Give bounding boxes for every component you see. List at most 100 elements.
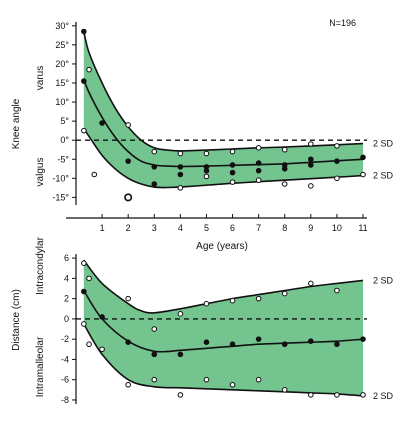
knee-angle-2sd-band (83, 31, 364, 188)
distance-open-point (255, 295, 262, 302)
distance-open-point (281, 290, 288, 297)
knee-angle-filled-point (281, 165, 288, 172)
distance-filled-point (99, 314, 105, 320)
age-axis-label: Age (years) (196, 241, 248, 252)
knee-angle-filled-point (360, 154, 366, 161)
knee-angle-filled-point (308, 156, 314, 163)
distance-open-point (125, 295, 131, 302)
age-tick-label: 5 (204, 223, 209, 233)
knee-angle-y-tick-label: 15° (55, 78, 69, 88)
distance-open-point (81, 260, 87, 266)
knee-angle-filled-point (151, 164, 158, 170)
distance-open-point (308, 280, 314, 287)
distance-open-point (86, 275, 92, 282)
age-tick-label: 8 (282, 223, 287, 233)
distance-filled-point (81, 288, 87, 295)
knee-angle-y-tick-label: -10° (52, 173, 69, 183)
distance-open-point (255, 376, 262, 383)
distance-open-point (99, 346, 105, 353)
distance-y-tick-label: 2 (64, 294, 69, 304)
distance-open-point (177, 311, 184, 317)
distance-open-point (360, 392, 366, 398)
valgus-label: valgus (35, 158, 46, 187)
knee-angle-open-point (124, 193, 133, 202)
distance-open-point (86, 341, 92, 348)
knee-angle-filled-point (229, 162, 236, 168)
knee-angle-open-point (334, 175, 340, 182)
age-axis: 1 2 3 4 5 6 7 8 9 10 11 (66, 214, 368, 233)
distance-y-tick-label: -8 (61, 395, 69, 405)
knee-angle-mean-line (83, 78, 364, 168)
knee-angle-y-tick-label: -5° (57, 154, 69, 164)
knee-angle-filled-point (151, 181, 158, 187)
distance-open-point (334, 392, 340, 398)
knee-angle-filled-point (229, 169, 236, 176)
knee-angle-open-point (229, 148, 236, 155)
knee-angle-open-point (91, 171, 98, 178)
age-tick-label: 11 (358, 223, 367, 233)
age-tick-label: 3 (152, 223, 157, 233)
distance-y-tick-label: -6 (61, 375, 69, 385)
knee-angle-filled-point (308, 162, 314, 168)
knee-angle-open-point (255, 145, 262, 151)
intercondylar-distance-panel: 6 4 2 0 -2 -4 -6 -8 2 SD 2 SD (61, 253, 394, 405)
distance-filled-point (229, 341, 236, 348)
distance-open-point (151, 376, 158, 383)
distance-open-point (203, 300, 210, 307)
knee-angle-open-point (177, 185, 184, 191)
distance-ylabel: Distance (cm) (11, 289, 22, 351)
knee-angle-open-point (308, 141, 314, 147)
knee-angle-open-point (81, 127, 87, 134)
distance-open-point (308, 392, 314, 398)
knee-angle-open-point (334, 143, 340, 149)
intracondylar-label: Intracondylar (35, 236, 46, 294)
knee-angle-y-tick-label: 20° (55, 59, 69, 69)
distance-lower-2sd-label: 2 SD (373, 391, 394, 401)
knee-angle-open-point (255, 177, 262, 184)
knee-angle-open-point (151, 148, 158, 155)
knee-angle-lower-2sd-label: 2 SD (373, 171, 394, 181)
distance-open-point (125, 381, 131, 388)
distance-filled-point (334, 341, 340, 348)
distance-y-tick-label: 0 (64, 314, 69, 324)
knee-angle-filled-point (81, 78, 87, 84)
knee-angle-open-point (177, 150, 184, 157)
knee-angle-open-point (125, 122, 131, 128)
knee-angle-filled-point (177, 164, 184, 170)
age-tick-label: 4 (178, 223, 183, 233)
knee-angle-ylabel: Knee angle (11, 98, 22, 149)
knee-angle-y-tick-label: 5° (60, 116, 69, 126)
knee-angle-upper-2sd-label: 2 SD (373, 139, 394, 149)
distance-filled-point (360, 336, 366, 342)
distance-2sd-band (83, 260, 364, 396)
age-tick-label: 10 (332, 223, 342, 233)
distance-upper-2sd-label: 2 SD (373, 275, 394, 285)
knee-angle-lower-2sd-line (83, 128, 364, 189)
knee-angle-open-point (281, 146, 288, 153)
knee-angle-open-point (86, 66, 92, 73)
distance-lower-2sd-line (83, 323, 364, 397)
distance-filled-point (203, 339, 210, 345)
knee-angle-open-point (229, 179, 236, 185)
varus-label: varus (35, 66, 46, 90)
knee-angle-y-tick-label: 0° (60, 135, 69, 145)
distance-filled-point (125, 339, 131, 345)
distance-y-tick-label: 6 (64, 253, 69, 263)
distance-open-point (229, 297, 236, 304)
knee-angle-filled-point (255, 167, 262, 174)
age-tick-label: 1 (100, 223, 105, 233)
distance-y-tick-label: -2 (61, 334, 69, 344)
distance-filled-point (177, 351, 184, 358)
distance-open-point (281, 387, 288, 393)
age-tick-label: 6 (230, 223, 235, 233)
distance-filled-point (281, 341, 288, 348)
knee-angle-open-point (281, 181, 288, 187)
knee-angle-open-point (203, 150, 210, 157)
knee-angle-filled-point (177, 171, 184, 178)
knee-angle-filled-point (81, 28, 87, 35)
distance-y-tick-label: -4 (61, 354, 69, 364)
distance-open-point (151, 326, 158, 332)
knee-angle-open-point (360, 171, 366, 178)
distance-open-point (81, 321, 87, 327)
